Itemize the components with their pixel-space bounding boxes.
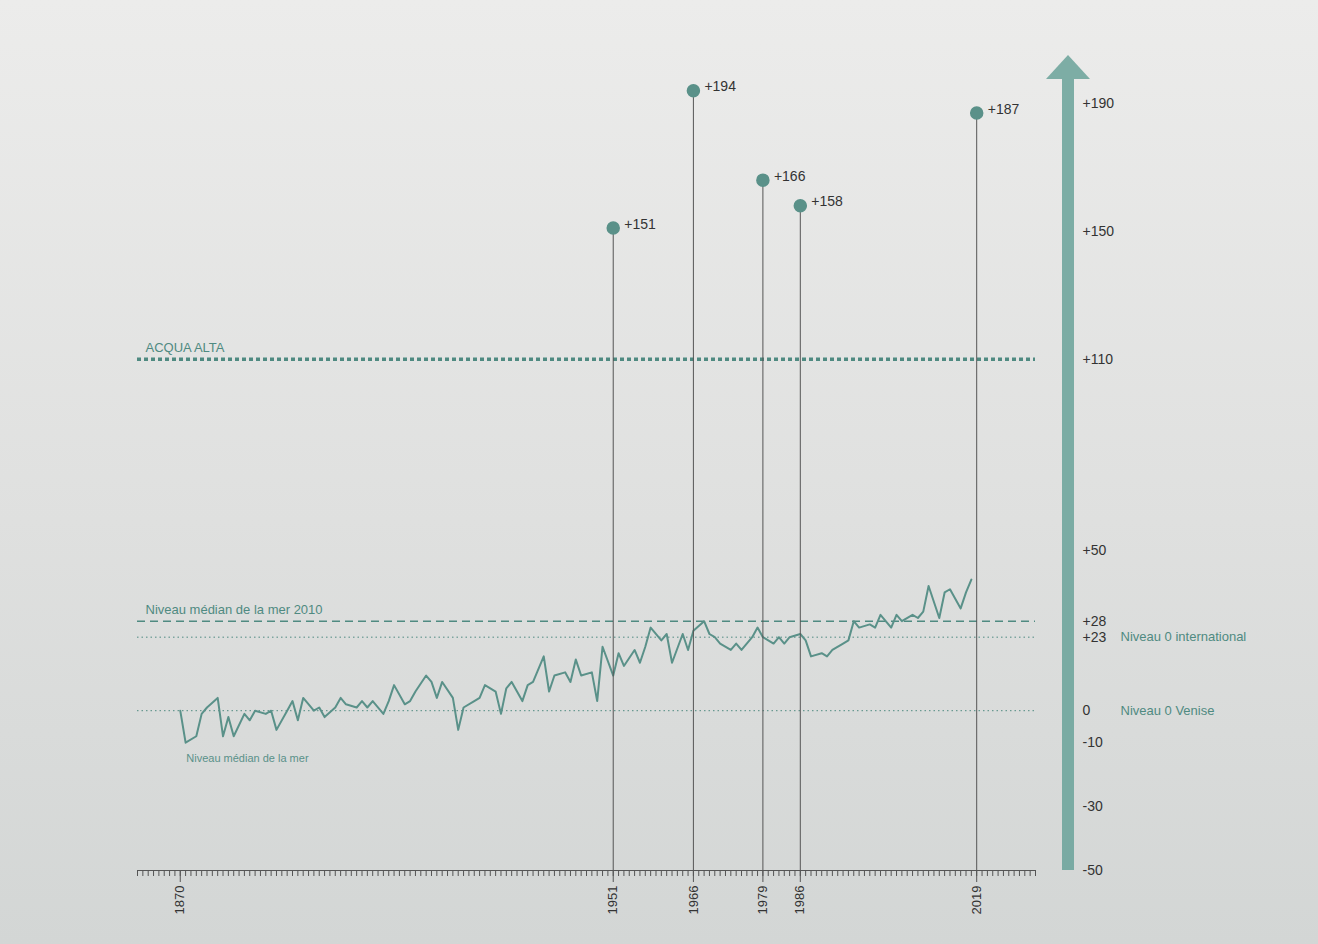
svg-text:+194: +194 (704, 78, 736, 94)
svg-text:1951: 1951 (605, 886, 620, 915)
svg-text:+150: +150 (1083, 223, 1115, 239)
svg-text:+50: +50 (1083, 542, 1107, 558)
svg-text:-50: -50 (1083, 862, 1103, 878)
svg-text:1986: 1986 (792, 886, 807, 915)
svg-text:0: 0 (1083, 702, 1091, 718)
svg-text:+166: +166 (774, 168, 806, 184)
svg-text:+28: +28 (1083, 613, 1107, 629)
svg-text:1979: 1979 (755, 886, 770, 915)
svg-text:-30: -30 (1083, 798, 1103, 814)
svg-text:1966: 1966 (686, 886, 701, 915)
svg-text:+110: +110 (1083, 351, 1114, 367)
svg-text:Niveau médian de la mer 2010: Niveau médian de la mer 2010 (146, 602, 323, 617)
svg-text:+158: +158 (811, 193, 843, 209)
svg-text:+151: +151 (624, 216, 656, 232)
svg-text:ACQUA ALTA: ACQUA ALTA (146, 340, 225, 355)
svg-text:-10: -10 (1083, 734, 1103, 750)
svg-text:Niveau médian de la mer: Niveau médian de la mer (186, 752, 309, 764)
svg-text:1870: 1870 (172, 886, 187, 915)
svg-text:+190: +190 (1083, 95, 1115, 111)
svg-text:Niveau 0 international: Niveau 0 international (1121, 629, 1247, 644)
svg-text:2019: 2019 (969, 886, 984, 915)
svg-text:+23: +23 (1083, 629, 1107, 645)
svg-text:+187: +187 (988, 101, 1020, 117)
svg-text:Niveau 0 Venise: Niveau 0 Venise (1121, 703, 1215, 718)
